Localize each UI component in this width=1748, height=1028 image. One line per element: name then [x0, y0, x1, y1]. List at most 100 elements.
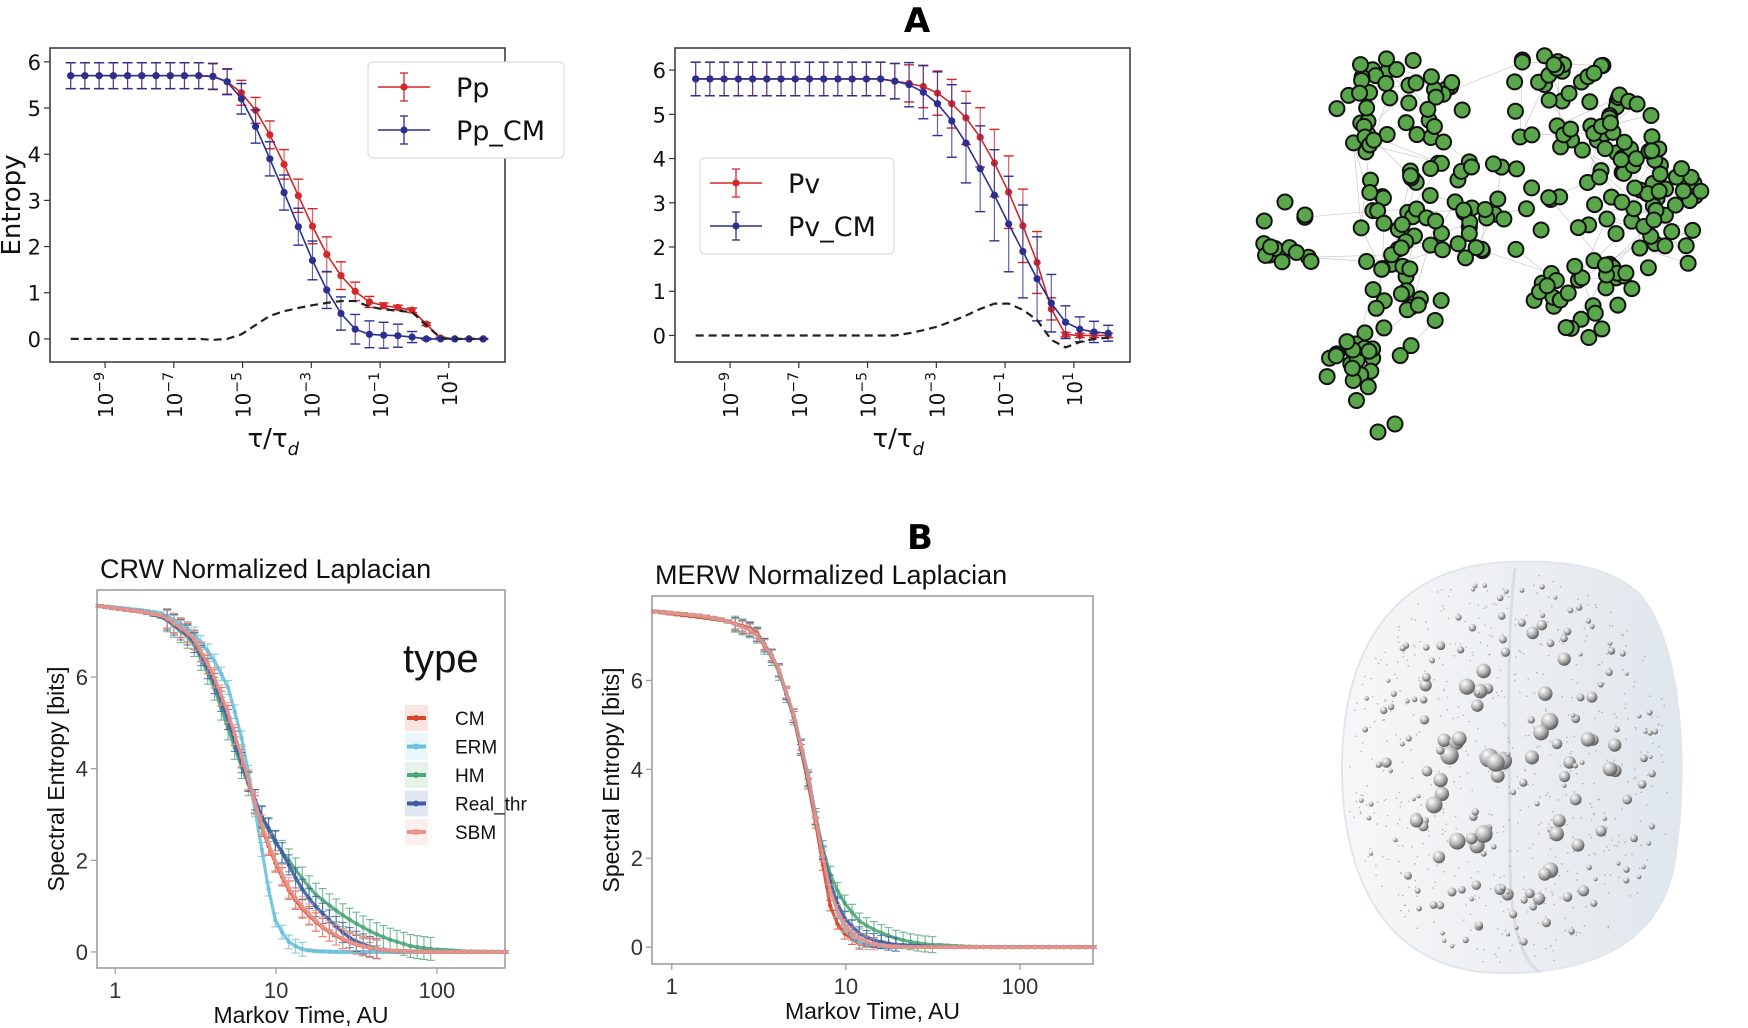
fiber-dot	[1440, 589, 1443, 591]
fiber-dot	[1604, 874, 1606, 876]
fiber-dot	[1436, 591, 1439, 593]
fiber-dot	[1449, 765, 1451, 768]
data-point	[266, 131, 274, 139]
fiber-dot	[1479, 641, 1482, 644]
fiber-dot	[1442, 688, 1445, 690]
fiber-dot	[1497, 947, 1500, 949]
data-point	[763, 75, 771, 83]
legend-item: SBM	[405, 819, 496, 845]
network-node	[1523, 126, 1541, 144]
y-tick-label: 0	[653, 324, 666, 348]
fiber-dot	[1414, 879, 1417, 882]
fiber-dot	[1559, 896, 1561, 899]
fiber-dot	[1552, 810, 1554, 813]
fiber-dot	[1491, 814, 1493, 816]
brain-node-sphere	[1436, 641, 1446, 651]
data-point	[138, 72, 146, 80]
fiber-dot	[1425, 621, 1427, 623]
network-edge	[1308, 254, 1392, 258]
fiber-dot	[1422, 842, 1424, 845]
fiber-dot	[1418, 679, 1421, 682]
network-node	[1360, 342, 1378, 360]
fiber-dot	[1540, 821, 1543, 824]
network-node	[1674, 182, 1692, 200]
fiber-dot	[1621, 764, 1623, 766]
fiber-dot	[1398, 629, 1401, 632]
x-tick-label: 1	[666, 974, 678, 999]
fiber-dot	[1437, 698, 1440, 700]
fiber-dot	[1433, 679, 1436, 681]
fiber-dot	[1496, 927, 1499, 930]
fiber-dot	[1607, 891, 1610, 894]
fiber-dot	[1485, 605, 1488, 608]
fiber-dot	[1539, 796, 1541, 798]
brain-node-sphere	[1613, 726, 1620, 733]
fiber-dot	[1603, 682, 1606, 685]
brain-node-sphere	[1540, 712, 1559, 731]
brain-node-sphere	[1369, 851, 1374, 856]
fiber-dot	[1517, 821, 1519, 824]
brain-node-sphere	[1637, 779, 1647, 789]
data-point	[323, 250, 331, 259]
data-point	[777, 75, 785, 83]
brain-node-sphere	[1498, 635, 1507, 644]
data-point	[109, 72, 117, 80]
fiber-dot	[1446, 708, 1449, 711]
network-node	[1302, 252, 1320, 270]
x-axis-label: Markov Time, AU	[785, 998, 960, 1024]
fiber-dot	[1365, 804, 1368, 806]
fiber-dot	[1462, 714, 1464, 717]
fiber-dot	[1590, 806, 1593, 808]
y-tick-label: 6	[653, 59, 666, 83]
fiber-dot	[1586, 603, 1589, 606]
data-point	[237, 95, 246, 103]
brain-node-sphere	[1414, 887, 1421, 894]
fiber-dot	[1411, 846, 1414, 848]
brain-node-sphere	[1447, 887, 1457, 897]
fiber-dot	[1550, 945, 1552, 947]
fiber-dot	[1508, 819, 1510, 821]
legend: Pv Pv_CM	[699, 157, 895, 255]
fiber-dot	[1583, 627, 1586, 630]
fiber-dot	[1566, 870, 1569, 873]
fiber-dot	[1358, 806, 1361, 809]
brain-node-sphere	[1364, 696, 1369, 701]
fiber-dot	[1355, 792, 1358, 794]
data-point	[408, 306, 416, 314]
network-node	[1580, 329, 1598, 347]
fiber-dot	[1545, 947, 1547, 950]
fiber-dot	[1401, 894, 1404, 897]
chart-title: CRW Normalized Laplacian	[100, 554, 431, 584]
brain-node-sphere	[1465, 832, 1478, 845]
fiber-dot	[1633, 681, 1636, 683]
fiber-dot	[1646, 859, 1649, 861]
fiber-dot	[1396, 677, 1398, 679]
x-tick-label: 1	[109, 978, 121, 1003]
brain-node-sphere	[1411, 696, 1418, 703]
fiber-dot	[1441, 664, 1444, 666]
fiber-dot	[1548, 795, 1551, 798]
network-node	[1523, 179, 1541, 197]
fiber-dot	[1502, 910, 1505, 913]
fiber-dot	[1588, 834, 1591, 836]
fiber-dot	[1638, 867, 1641, 870]
brain-node-sphere	[1469, 896, 1475, 902]
brain-network-image	[1340, 560, 1683, 975]
data-point	[791, 75, 799, 83]
brain-node-sphere	[1586, 691, 1598, 703]
fiber-dot	[1438, 657, 1441, 659]
fiber-dot	[1650, 716, 1653, 718]
fiber-dot	[1436, 864, 1439, 867]
network-node	[1402, 337, 1420, 355]
brain-node-sphere	[1425, 796, 1443, 814]
fiber-dot	[1551, 893, 1554, 896]
fiber-dot	[1370, 758, 1373, 760]
fiber-dot	[1613, 713, 1616, 715]
fiber-dot	[1549, 754, 1552, 757]
fiber-dot	[1364, 860, 1366, 862]
fiber-dot	[1523, 875, 1525, 878]
legend-swatch-marker	[413, 829, 419, 835]
fiber-dot	[1645, 803, 1648, 806]
fiber-dot	[1594, 604, 1597, 606]
network-node	[1557, 319, 1575, 337]
